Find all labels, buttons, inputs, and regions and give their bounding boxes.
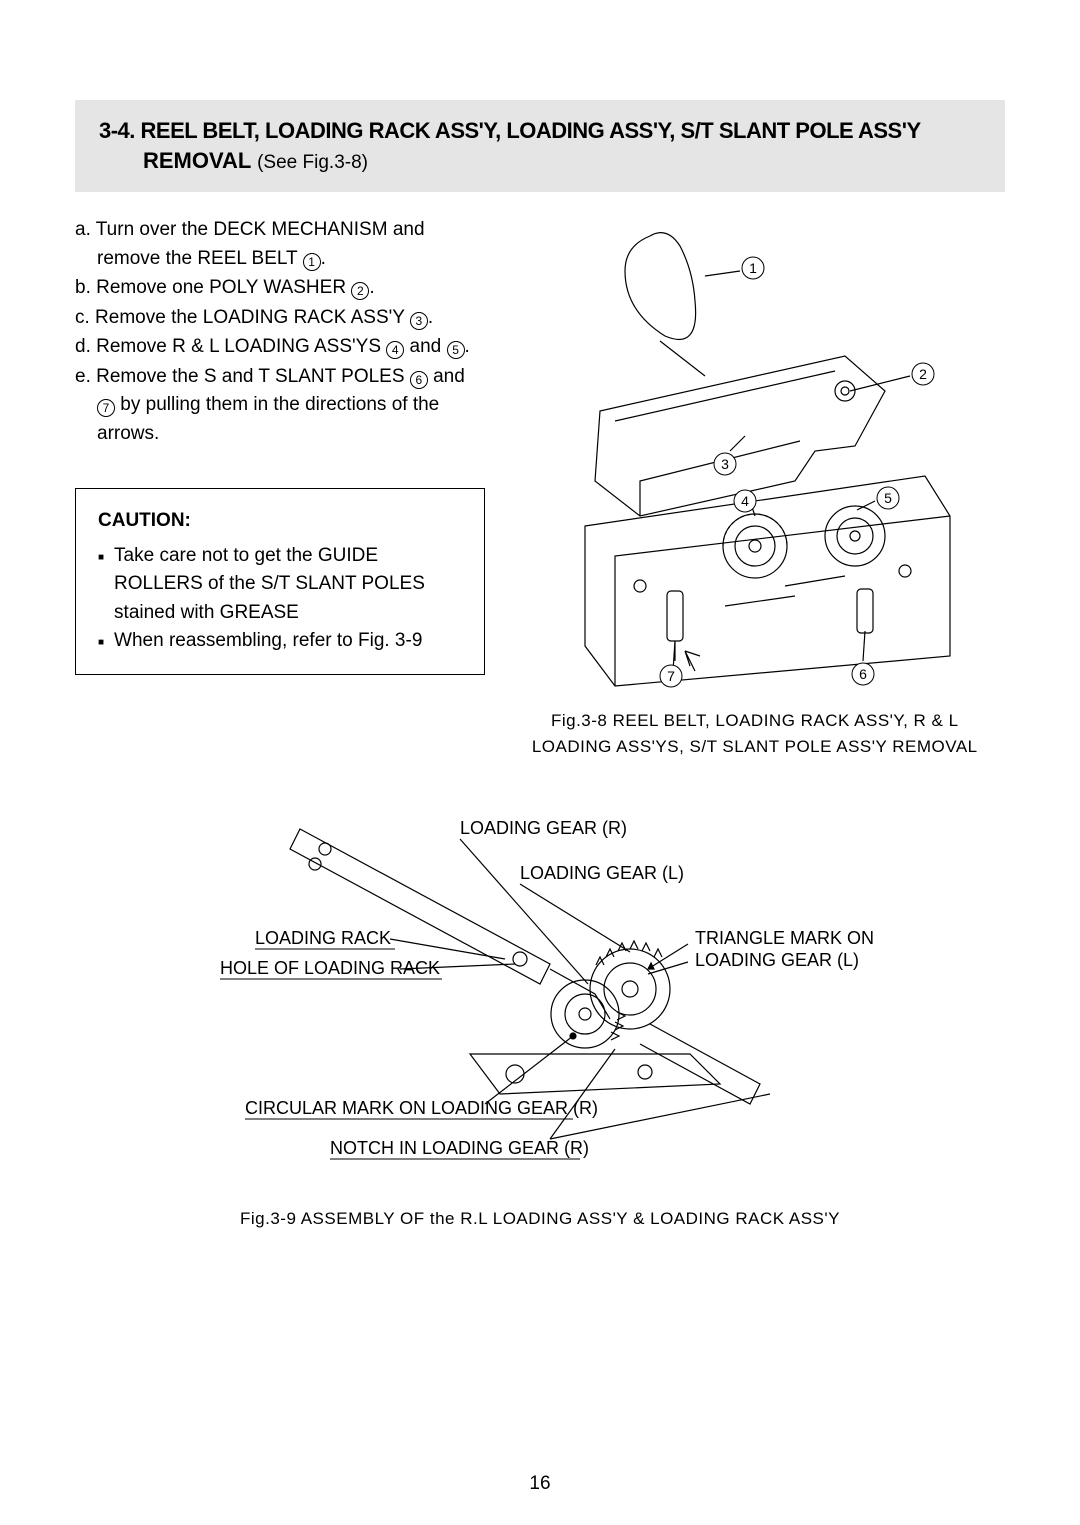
step-d-text: d. Remove R & L LOADING ASS'YS xyxy=(75,336,386,357)
heading-ref: (See Fig.3-8) xyxy=(257,152,368,173)
fig38-callout-2: 2 xyxy=(919,366,927,382)
step-a-suffix: . xyxy=(321,248,326,269)
label-circular-mark: CIRCULAR MARK ON LOADING GEAR (R) xyxy=(245,1098,598,1118)
callout-6-inline: 6 xyxy=(410,371,428,389)
fig38-callout-5: 5 xyxy=(884,490,892,506)
callout-4-inline: 4 xyxy=(386,341,404,359)
step-c: c. Remove the LOADING RACK ASS'Y 3. xyxy=(75,304,485,333)
heading-number: 3-4. xyxy=(99,118,135,143)
caution-item-1: ■ Take care not to get the GUIDE ROLLERS… xyxy=(98,542,464,628)
bullet-icon: ■ xyxy=(98,542,114,628)
step-b-text: b. Remove one POLY WASHER xyxy=(75,277,351,298)
figure-3-8: 1 2 3 4 5 6 7 xyxy=(545,216,965,696)
step-e: e. Remove the S and T SLANT POLES 6 and … xyxy=(75,363,485,449)
step-e-text: e. Remove the S and T SLANT POLES xyxy=(75,366,410,387)
steps-list: a. Turn over the DECK MECHANISM and remo… xyxy=(75,216,485,448)
callout-3-inline: 3 xyxy=(410,312,428,330)
callout-2-inline: 2 xyxy=(351,282,369,300)
fig38-callout-6: 6 xyxy=(859,666,867,682)
step-a: a. Turn over the DECK MECHANISM and remo… xyxy=(75,216,485,273)
label-hole-of-rack: HOLE OF LOADING RACK xyxy=(220,958,440,978)
caution-title: CAUTION: xyxy=(98,507,464,536)
step-e-mid: and xyxy=(428,366,465,387)
step-a-text: a. Turn over the DECK MECHANISM and remo… xyxy=(75,219,425,269)
step-c-text: c. Remove the LOADING RACK ASS'Y xyxy=(75,307,410,328)
figure-3-9-caption: Fig.3-9 ASSEMBLY OF the R.L LOADING ASS'… xyxy=(75,1206,1005,1232)
fig38-callout-3: 3 xyxy=(721,456,729,472)
label-loading-gear-r: LOADING GEAR (R) xyxy=(460,818,627,838)
heading-line-2: REMOVAL (See Fig.3-8) xyxy=(99,148,985,174)
step-d-mid: and xyxy=(404,336,446,357)
fig38-callout-7: 7 xyxy=(667,668,675,684)
right-column: 1 2 3 4 5 6 7 Fig.3-8 REEL BELT, LOADING… xyxy=(505,216,1006,759)
step-d: d. Remove R & L LOADING ASS'YS 4 and 5. xyxy=(75,333,485,362)
heading-line-1: 3-4. REEL BELT, LOADING RACK ASS'Y, LOAD… xyxy=(99,118,985,144)
step-b: b. Remove one POLY WASHER 2. xyxy=(75,274,485,303)
caution-box: CAUTION: ■ Take care not to get the GUID… xyxy=(75,488,485,675)
caution-item-2-text: When reassembling, refer to Fig. 3-9 xyxy=(114,627,422,656)
fig38-callout-4: 4 xyxy=(741,493,749,509)
step-b-suffix: . xyxy=(369,277,374,298)
caution-item-2: ■ When reassembling, refer to Fig. 3-9 xyxy=(98,627,464,656)
label-notch: NOTCH IN LOADING GEAR (R) xyxy=(330,1138,589,1158)
step-c-suffix: . xyxy=(428,307,433,328)
step-e-suffix: by pulling them in the directions of the… xyxy=(97,394,439,444)
figure-3-9: LOADING GEAR (R) LOADING GEAR (L) TRIANG… xyxy=(150,794,930,1194)
page: 3-4. REEL BELT, LOADING RACK ASS'Y, LOAD… xyxy=(0,0,1080,1272)
label-triangle-mark-2: LOADING GEAR (L) xyxy=(695,950,859,970)
heading-title-2: REMOVAL xyxy=(143,148,251,173)
bullet-icon: ■ xyxy=(98,627,114,656)
label-triangle-mark-1: TRIANGLE MARK ON xyxy=(695,928,874,948)
caution-item-1-text: Take care not to get the GUIDE ROLLERS o… xyxy=(114,542,463,628)
heading-title-1: REEL BELT, LOADING RACK ASS'Y, LOADING A… xyxy=(141,118,921,143)
figure-3-8-caption: Fig.3-8 REEL BELT, LOADING RACK ASS'Y, R… xyxy=(505,708,1006,759)
fig38-callout-1: 1 xyxy=(749,260,757,276)
page-number: 16 xyxy=(529,1473,550,1495)
callout-7-inline: 7 xyxy=(97,399,115,417)
left-column: a. Turn over the DECK MECHANISM and remo… xyxy=(75,216,485,675)
label-loading-rack: LOADING RACK xyxy=(255,928,391,948)
content-row: a. Turn over the DECK MECHANISM and remo… xyxy=(75,216,1005,759)
callout-5-inline: 5 xyxy=(447,341,465,359)
step-d-suffix: . xyxy=(465,336,470,357)
callout-1-inline: 1 xyxy=(303,253,321,271)
figure-3-9-block: LOADING GEAR (R) LOADING GEAR (L) TRIANG… xyxy=(75,794,1005,1232)
label-loading-gear-l: LOADING GEAR (L) xyxy=(520,863,684,883)
section-heading: 3-4. REEL BELT, LOADING RACK ASS'Y, LOAD… xyxy=(75,100,1005,192)
